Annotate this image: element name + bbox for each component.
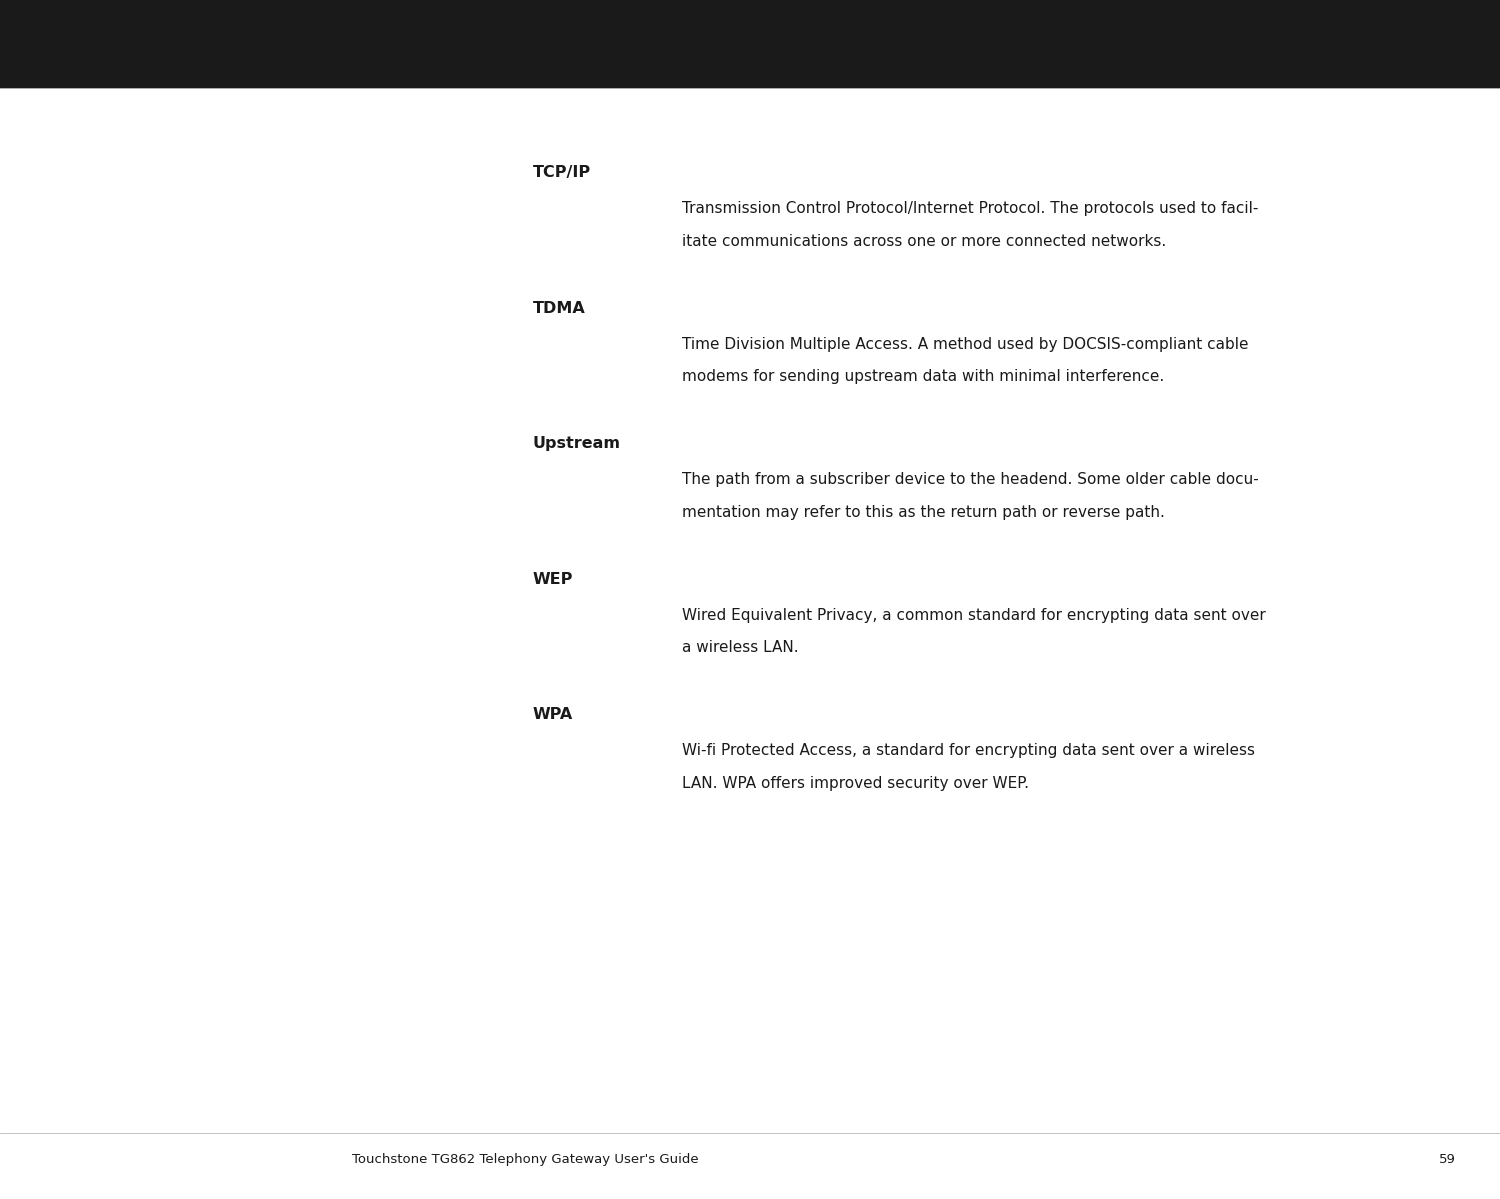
Text: mentation may refer to this as the return path or reverse path.: mentation may refer to this as the retur…	[682, 505, 1166, 520]
Text: Configuration: Configuration	[672, 53, 753, 66]
Text: Configuration: Configuration	[537, 53, 618, 66]
Text: Usage: Usage	[822, 37, 858, 50]
Text: Transmission Control Protocol/Internet Protocol. The protocols used to facil-: Transmission Control Protocol/Internet P…	[682, 201, 1258, 217]
Text: TDMA: TDMA	[532, 301, 585, 317]
Text: Touchstone TG862 Telephony Gateway User's Guide: Touchstone TG862 Telephony Gateway User'…	[351, 1153, 699, 1165]
Text: 59: 59	[1438, 1153, 1456, 1165]
Text: Installation: Installation	[402, 37, 468, 50]
Text: a wireless LAN.: a wireless LAN.	[682, 640, 800, 656]
Text: The path from a subscriber device to the headend. Some older cable docu-: The path from a subscriber device to the…	[682, 472, 1260, 488]
Text: LAN. WPA offers improved security over WEP.: LAN. WPA offers improved security over W…	[682, 776, 1029, 791]
Text: Getting: Getting	[150, 22, 195, 35]
Text: Ethernet: Ethernet	[687, 22, 738, 35]
Text: WPA: WPA	[532, 707, 573, 723]
Text: Troubleshooting: Troubleshooting	[936, 37, 1029, 50]
Text: Wired Equivalent Privacy, a common standard for encrypting data sent over: Wired Equivalent Privacy, a common stand…	[682, 608, 1266, 623]
Text: modems for sending upstream data with minimal interference.: modems for sending upstream data with mi…	[682, 369, 1164, 385]
Text: Wi-fi Protected Access, a standard for encrypting data sent over a wireless: Wi-fi Protected Access, a standard for e…	[682, 743, 1256, 759]
Text: Started: Started	[150, 53, 195, 66]
Text: Glossary: Glossary	[1134, 37, 1191, 50]
Text: Time Division Multiple Access. A method used by DOCSIS-compliant cable: Time Division Multiple Access. A method …	[682, 337, 1250, 353]
Text: Wireless: Wireless	[552, 22, 603, 35]
Text: Battery: Battery	[285, 22, 330, 35]
Text: itate communications across one or more connected networks.: itate communications across one or more …	[682, 234, 1167, 249]
Text: A R R I S: A R R I S	[1268, 14, 1500, 62]
Text: WEP: WEP	[532, 572, 573, 588]
Bar	[0, 0, 1500, 88]
Text: Upstream: Upstream	[532, 436, 621, 452]
Text: Safety: Safety	[36, 37, 78, 50]
Text: TCP/IP: TCP/IP	[532, 165, 591, 181]
Text: Installation: Installation	[274, 53, 340, 66]
